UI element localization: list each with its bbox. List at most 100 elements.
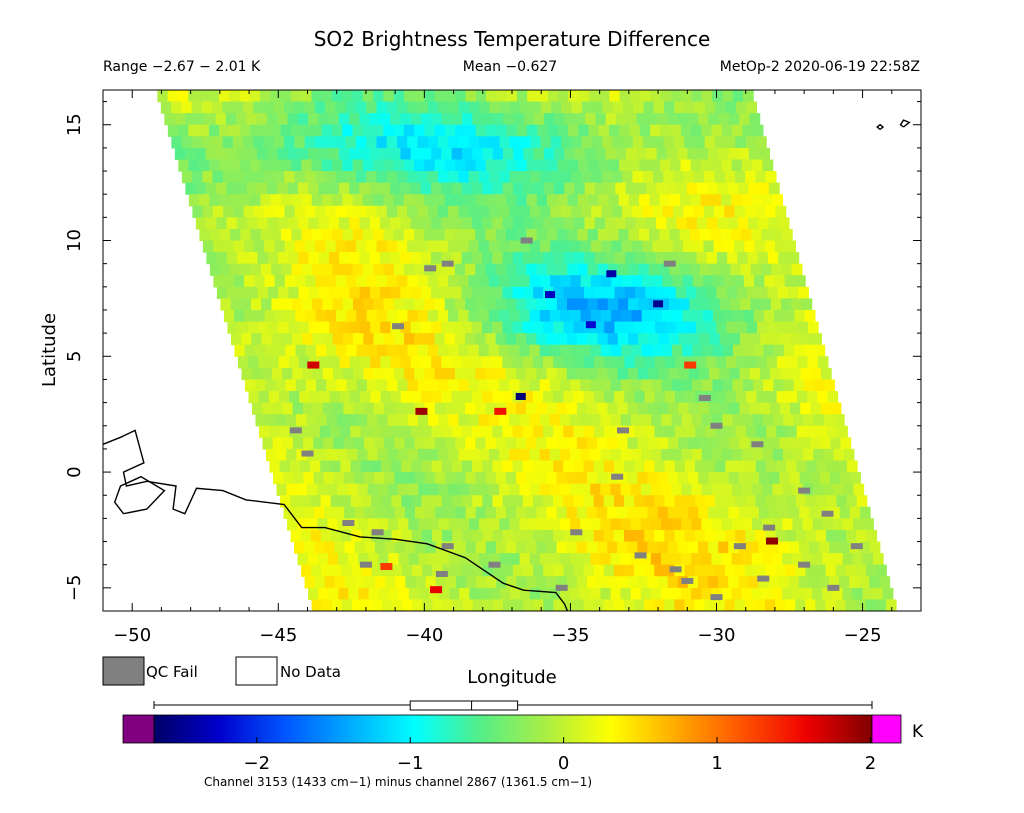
heatmap-cell: [647, 402, 659, 415]
heatmap-cell: [580, 344, 592, 357]
heatmap-cell: [263, 171, 275, 184]
heatmap-cell: [308, 252, 320, 265]
heatmap-cell: [458, 275, 470, 288]
heatmap-cell: [327, 483, 338, 496]
heatmap-cell: [519, 483, 531, 496]
heatmap-cell: [239, 159, 251, 172]
heatmap-cell: [220, 263, 231, 276]
heatmap-cell: [556, 263, 568, 276]
heatmap-cell: [509, 344, 520, 357]
heatmap-cell: [299, 425, 311, 438]
heatmap-cell: [509, 379, 520, 392]
heatmap-cell: [401, 425, 412, 438]
heatmap-cell: [444, 90, 456, 103]
heatmap-cell: [318, 286, 330, 299]
heatmap-cell: [691, 518, 703, 531]
qc-fail-pixel: [435, 570, 448, 577]
heatmap-cell: [385, 576, 396, 589]
heatmap-cell: [482, 252, 493, 265]
heatmap-cell: [630, 414, 642, 427]
heatmap-cell: [336, 344, 347, 357]
heatmap-cell: [580, 379, 592, 392]
heatmap-cell: [561, 136, 572, 149]
heatmap-cell: [833, 414, 845, 427]
heatmap-cell: [705, 460, 716, 473]
heatmap-cell: [634, 321, 646, 334]
heatmap-cell: [516, 263, 527, 276]
heatmap-cell: [762, 448, 774, 462]
heatmap-cell: [465, 506, 477, 519]
heatmap-cell: [349, 252, 361, 265]
heatmap-cell: [386, 309, 398, 323]
heatmap-cell: [573, 321, 585, 334]
heatmap-cell: [728, 147, 740, 161]
heatmap-cell: [366, 309, 378, 323]
heatmap-cell: [181, 171, 193, 184]
heatmap-cell: [537, 124, 549, 137]
heatmap-cell: [295, 344, 307, 357]
heatmap-cell: [623, 564, 635, 577]
qc-fail-pixel: [634, 552, 647, 559]
heatmap-cell: [482, 113, 494, 126]
heatmap-cell: [586, 541, 598, 554]
heatmap-cell: [291, 194, 303, 207]
heatmap-cell: [728, 576, 739, 589]
heatmap-cell: [543, 425, 554, 438]
heatmap-cell: [566, 472, 578, 485]
heatmap-cell: [777, 286, 789, 299]
colorbar-tick-label: 0: [558, 753, 569, 774]
heatmap-cell: [319, 356, 331, 369]
heatmap-cell: [526, 194, 538, 207]
heatmap-cell: [576, 541, 588, 554]
heatmap-cell: [465, 576, 477, 589]
heatmap-cell: [332, 124, 343, 137]
heatmap-cell: [640, 483, 652, 496]
heatmap-cell: [671, 448, 683, 462]
heatmap-cell: [689, 263, 701, 276]
heatmap-cell: [366, 205, 378, 218]
heatmap-cell: [657, 576, 669, 589]
heatmap-cell: [539, 518, 551, 531]
heatmap-cell: [295, 275, 306, 288]
heatmap-cell: [687, 182, 698, 195]
heatmap-cell: [563, 529, 575, 543]
heatmap-cell: [444, 194, 456, 207]
heatmap-cell: [226, 147, 237, 161]
heatmap-cell: [378, 518, 389, 531]
heatmap-cell: [759, 437, 771, 450]
heatmap-cell: [536, 159, 548, 172]
heatmap-cell: [313, 437, 324, 450]
heatmap-cell: [263, 101, 275, 114]
heatmap-cell: [611, 205, 623, 218]
heatmap-cell: [581, 136, 593, 149]
heatmap-cell: [533, 182, 545, 195]
heatmap-cell: [181, 101, 193, 114]
heatmap-cell: [812, 587, 823, 601]
heatmap-cell: [512, 460, 524, 473]
heatmap-cell: [364, 541, 376, 554]
heatmap-cell: [533, 564, 544, 577]
heatmap-cell: [294, 205, 306, 218]
heatmap-cell: [458, 309, 470, 323]
heatmap-cell: [547, 194, 558, 207]
heatmap-cell: [775, 564, 786, 577]
heatmap-cell: [469, 553, 480, 566]
heatmap-cell: [668, 437, 679, 450]
heatmap-cell: [366, 171, 378, 184]
heatmap-cell: [441, 147, 453, 161]
heatmap-cell: [576, 402, 588, 415]
heatmap-cell: [663, 171, 675, 184]
heatmap-cell: [236, 147, 248, 161]
heatmap-cell: [799, 437, 811, 450]
heatmap-cell: [546, 541, 558, 554]
heatmap-cell: [516, 228, 528, 242]
heatmap-cell: [273, 136, 285, 149]
heatmap-cell: [529, 240, 541, 253]
heatmap-cell: [383, 90, 395, 103]
heatmap-cell: [335, 205, 347, 218]
heatmap-cell: [287, 113, 299, 126]
heatmap-cell: [475, 263, 487, 276]
heatmap-cell: [373, 228, 384, 242]
heatmap-cell: [492, 113, 504, 126]
heatmap-cell: [758, 182, 770, 195]
